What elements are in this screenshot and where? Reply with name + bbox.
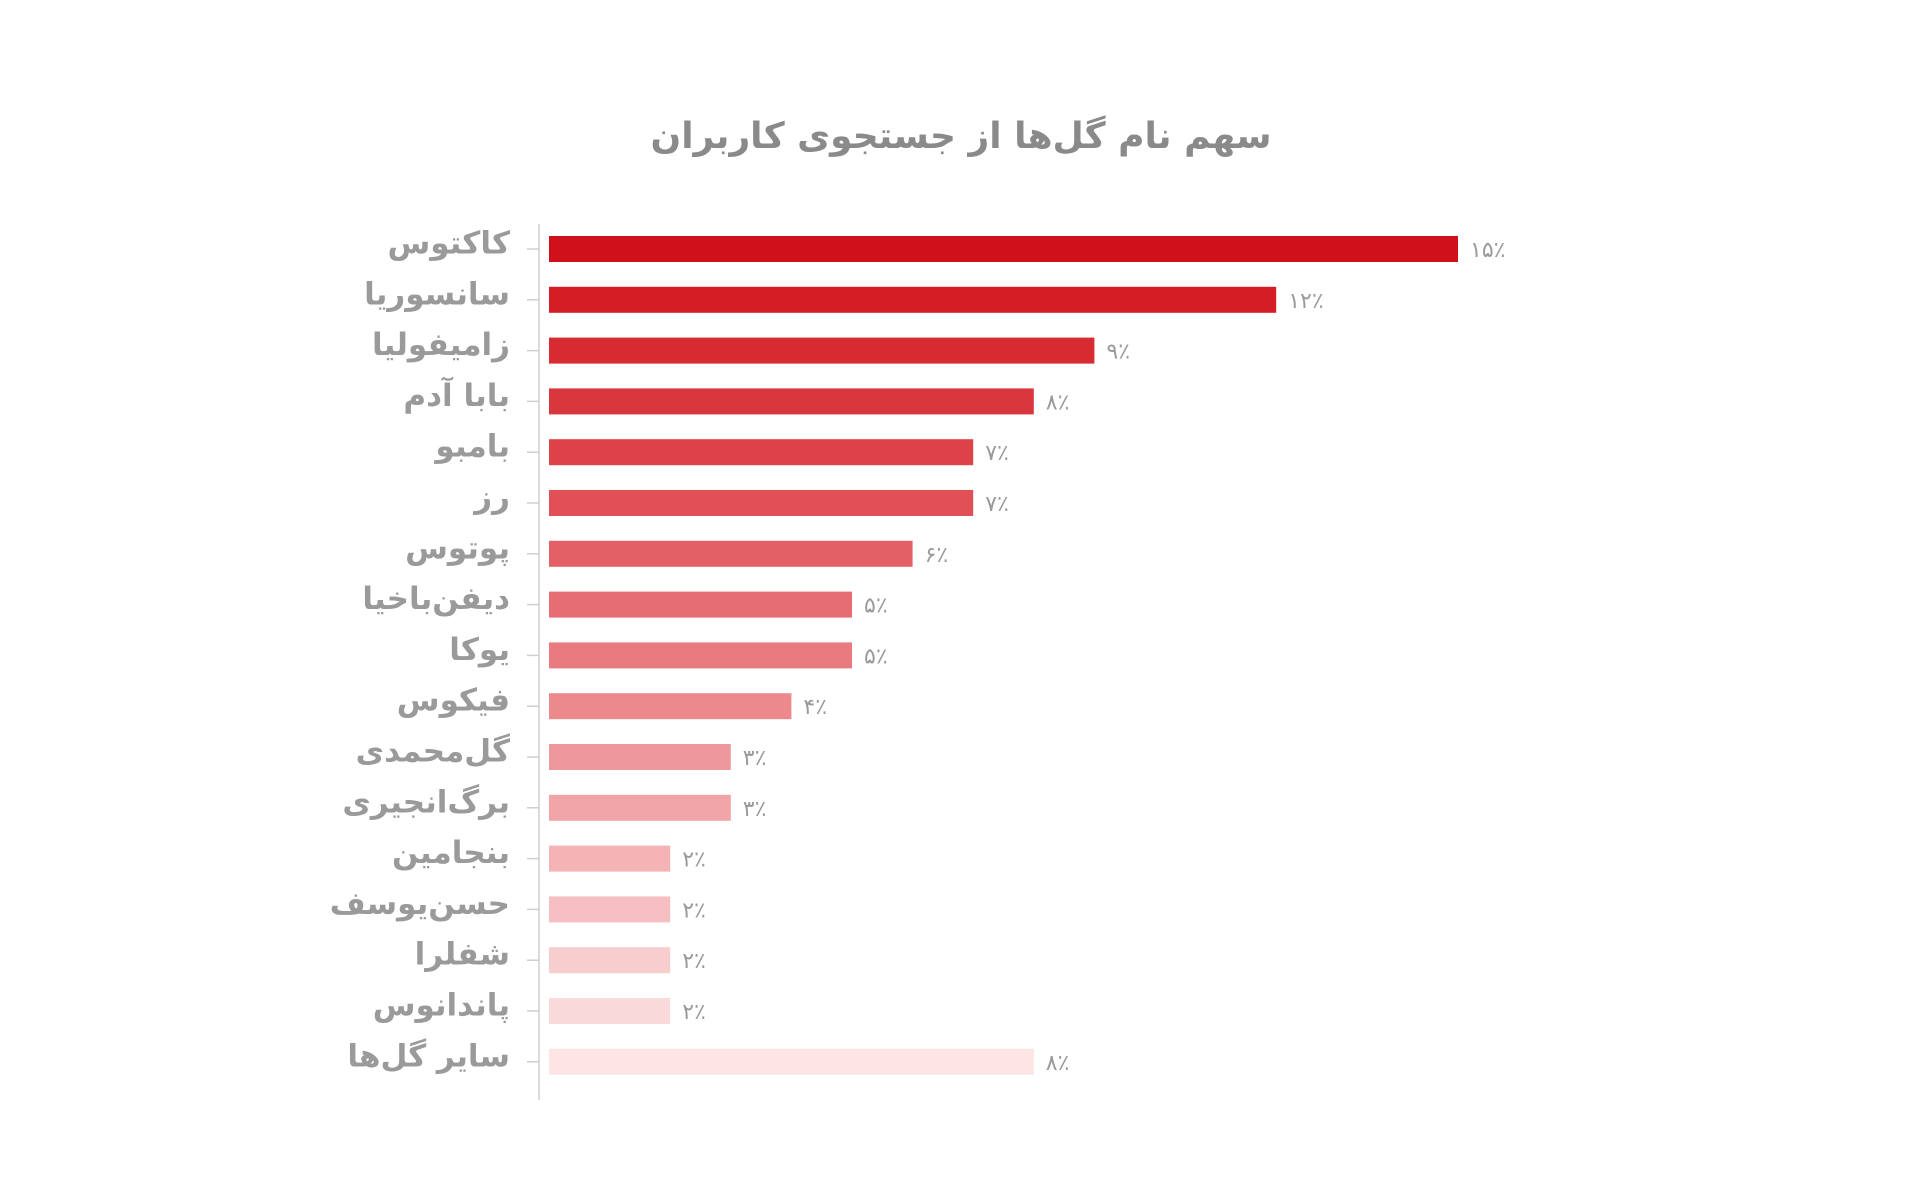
bar [549, 1048, 1034, 1075]
chart-title: سهم نام گل‌ها از جستجوی کاربران [650, 115, 1271, 157]
value-label: ۶٪ [925, 543, 949, 568]
value-label: ۸٪ [1046, 1051, 1070, 1076]
value-label: ۲٪ [682, 949, 706, 974]
value-label: ۳٪ [743, 746, 767, 771]
bar [549, 439, 974, 466]
value-label: ۷٪ [985, 492, 1009, 517]
bar [549, 540, 913, 567]
bar [549, 642, 852, 669]
value-label: ۱۵٪ [1470, 238, 1505, 263]
bar [549, 286, 1277, 313]
value-label: ۲٪ [682, 898, 706, 923]
value-label: ۵٪ [864, 644, 888, 669]
bar [549, 744, 731, 770]
value-label: ۳٪ [743, 797, 767, 822]
y-tick-label: بامبو [433, 429, 510, 465]
bar [549, 794, 731, 821]
bar [549, 388, 1034, 415]
y-tick-label: فیکوس [397, 683, 510, 719]
y-tick-label: برگ‌انجیری [342, 783, 510, 820]
value-label: ۸٪ [1046, 390, 1070, 415]
bar [549, 693, 792, 720]
bar [549, 490, 974, 516]
bar [549, 337, 1095, 364]
y-tick-label: کاکتوس [387, 226, 511, 262]
y-tick-label: یوکا [449, 632, 510, 668]
y-tick-label: زامیفولیا [372, 327, 510, 363]
value-label: ۷٪ [985, 441, 1009, 466]
bar [549, 236, 1458, 262]
bar [549, 896, 671, 923]
y-tick-label: بابا آدم [403, 376, 510, 414]
value-label: ۵٪ [864, 594, 888, 619]
y-tick-label: پاندانوس [373, 988, 510, 1024]
bar [549, 591, 852, 618]
y-tick-label: رز [472, 480, 510, 516]
y-tick-label: سایر گل‌ها [347, 1037, 510, 1074]
value-label: ۲٪ [682, 848, 706, 873]
y-tick-label: پوتوس [405, 530, 510, 566]
bar [549, 998, 671, 1024]
bar [549, 845, 671, 872]
bar [549, 947, 671, 974]
value-label: ۴٪ [803, 695, 827, 720]
value-label: ۹٪ [1106, 340, 1130, 365]
y-tick-label: شفلرا [415, 937, 510, 973]
y-tick-label: بنجامین [392, 835, 510, 871]
y-tick-label: دیفن‌باخیا [362, 581, 510, 617]
y-tick-label: گل‌محمدی [356, 733, 511, 770]
value-label: ۱۲٪ [1288, 289, 1323, 314]
y-tick-label: حسن‌یوسف [330, 886, 510, 922]
value-label: ۲٪ [682, 1000, 706, 1025]
y-tick-label: سانسوریا [364, 276, 510, 312]
